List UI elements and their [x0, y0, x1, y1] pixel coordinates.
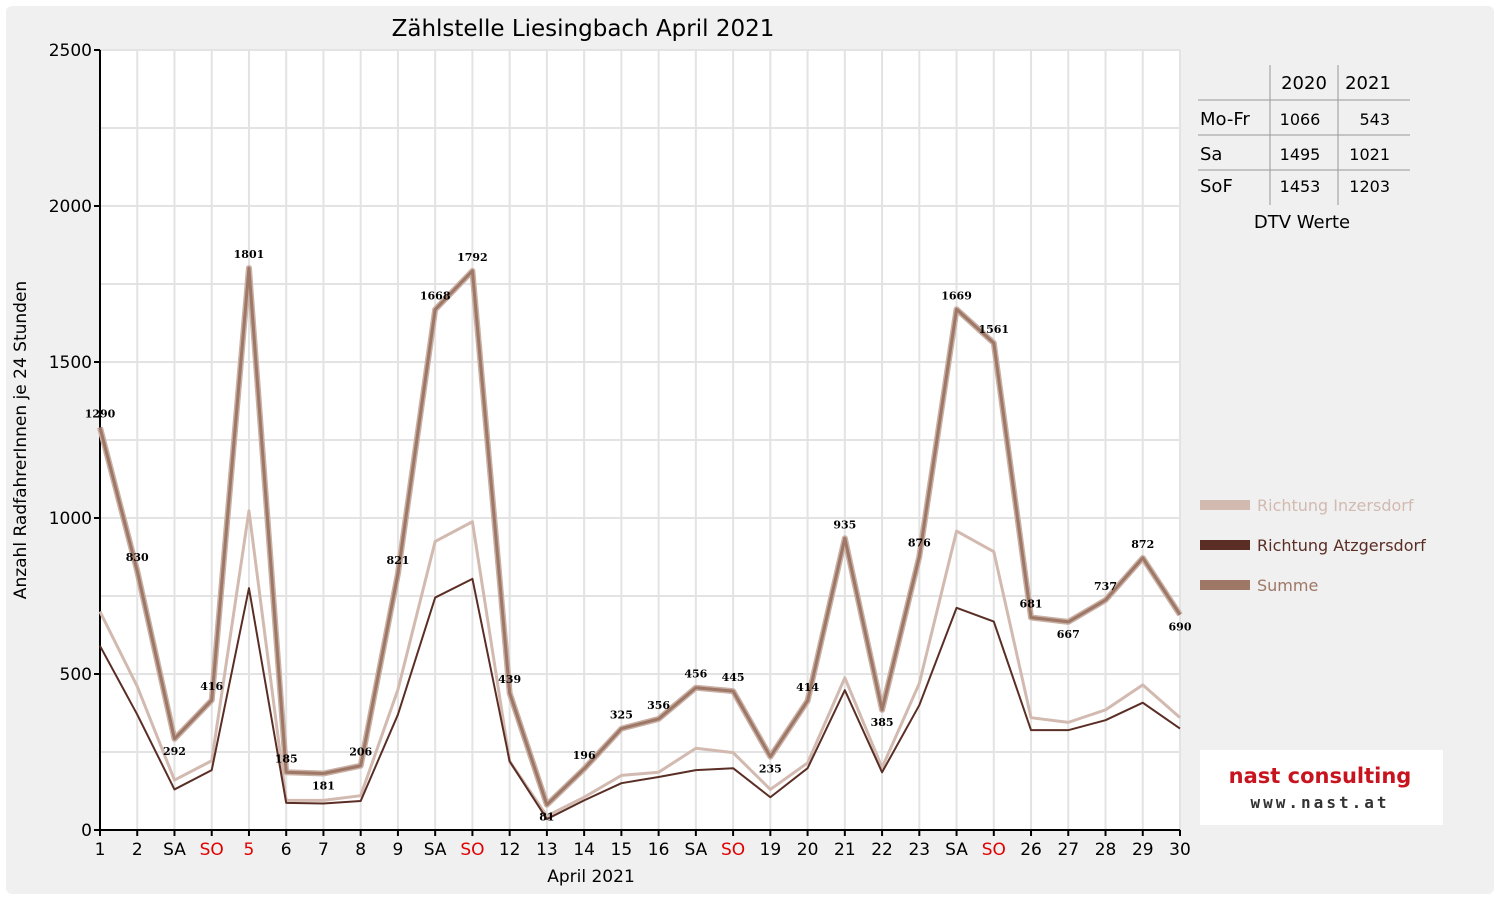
dtv-cell: 1203: [1349, 177, 1390, 196]
data-label: 416: [200, 680, 223, 693]
data-label: 445: [722, 671, 745, 684]
series-line: [98, 266, 1182, 807]
x-tick-label: SO: [721, 840, 745, 860]
data-label: 292: [163, 745, 186, 758]
data-label: 821: [386, 554, 409, 567]
data-label: 325: [610, 709, 633, 722]
data-label: 385: [871, 716, 894, 729]
series-lines: [97, 265, 1183, 821]
logo-url: www.nast.at: [1251, 793, 1390, 812]
data-label: 681: [1020, 598, 1043, 611]
x-tick-label: 2: [132, 840, 143, 860]
x-tick-label: SO: [200, 840, 224, 860]
dtv-cell: 543: [1359, 110, 1390, 129]
data-label: 235: [759, 763, 782, 776]
series-line: [99, 577, 1181, 821]
dtv-row-label: Sa: [1200, 144, 1222, 165]
x-tick-label: SO: [460, 840, 484, 860]
legend-label: Summe: [1257, 576, 1318, 595]
y-tick-label: 2500: [49, 41, 92, 61]
y-axis-title: Anzahl RadfahrerInnen je 24 Stunden: [11, 281, 31, 599]
x-tick-label: 22: [871, 840, 893, 860]
x-tick-label: 7: [318, 840, 329, 860]
dtv-cell: 1495: [1280, 145, 1321, 164]
dtv-row-label: SoF: [1200, 176, 1233, 197]
data-label: 206: [349, 746, 372, 759]
x-tick-label: 21: [834, 840, 856, 860]
x-tick-label: 19: [760, 840, 782, 860]
x-tick-label: 5: [244, 840, 255, 860]
legend-swatch: [1200, 500, 1250, 510]
dtv-cell: 1066: [1280, 110, 1321, 129]
x-tick-label: 15: [611, 840, 633, 860]
data-label: 737: [1094, 580, 1117, 593]
x-tick-label: 30: [1169, 840, 1191, 860]
dtv-caption: DTV Werte: [1254, 212, 1350, 233]
y-tick-label: 1000: [49, 509, 92, 529]
x-tick-label: 12: [499, 840, 521, 860]
legend: Richtung Inzersdorf Richtung Atzgersdorf S…: [1200, 496, 1426, 595]
data-label: 356: [647, 699, 670, 712]
data-label: 1290: [85, 408, 116, 421]
data-label: 1669: [941, 289, 972, 302]
x-tick-label: 14: [573, 840, 595, 860]
x-tick-label: SA: [684, 840, 707, 860]
chart-title: Zählstelle Liesingbach April 2021: [392, 16, 775, 42]
x-tick-label: 28: [1095, 840, 1117, 860]
data-label: 196: [573, 749, 596, 762]
x-tick-label: 27: [1057, 840, 1079, 860]
y-tick-label: 1500: [49, 353, 92, 373]
x-tick-label: 13: [536, 840, 558, 860]
x-axis-title: April 2021: [547, 867, 635, 887]
data-label: 456: [684, 668, 707, 681]
y-tick-label: 0: [81, 821, 92, 841]
data-label: 872: [1131, 538, 1154, 551]
data-label: 830: [126, 551, 149, 564]
data-label: 1561: [978, 323, 1009, 336]
data-label: 690: [1169, 621, 1192, 634]
dtv-cell: 1021: [1349, 145, 1390, 164]
x-tick-label: 26: [1020, 840, 1042, 860]
series-line: [98, 509, 1181, 818]
legend-label: Richtung Inzersdorf: [1257, 496, 1414, 515]
dtv-table: 2020 2021 Mo-Fr 1066 543 Sa 1495 1021 So…: [1198, 65, 1410, 233]
data-label: 1792: [457, 251, 488, 264]
x-tick-label: SA: [945, 840, 968, 860]
x-tick-label: 6: [281, 840, 292, 860]
legend-label: Richtung Atzgersdorf: [1257, 536, 1426, 555]
x-tick-label: 1: [95, 840, 106, 860]
dtv-header-2020: 2020: [1281, 73, 1327, 94]
data-label: 935: [833, 518, 856, 531]
legend-swatch: [1200, 580, 1250, 590]
y-tick-label: 2000: [49, 197, 92, 217]
x-tick-label: 23: [908, 840, 930, 860]
x-tick-label: SO: [982, 840, 1006, 860]
dtv-cell: 1453: [1280, 177, 1321, 196]
x-tick-label: 16: [648, 840, 670, 860]
legend-swatch: [1200, 540, 1250, 550]
dtv-header-2021: 2021: [1345, 73, 1391, 94]
x-tick-label: SA: [163, 840, 186, 860]
data-label: 185: [275, 752, 298, 765]
x-tick-label: SA: [424, 840, 447, 860]
dtv-row-label: Mo-Fr: [1200, 109, 1250, 130]
x-tick-label: 29: [1132, 840, 1154, 860]
y-tick-label: 500: [60, 665, 92, 685]
data-labels: 1290 830 292 416 1801 185 181 206 821 1668 1792 439…: [85, 248, 1192, 824]
data-label: 667: [1057, 628, 1080, 641]
data-label: 1668: [420, 290, 451, 303]
data-label: 414: [796, 681, 819, 694]
x-tick-label: 20: [797, 840, 819, 860]
data-label: 81: [539, 811, 554, 824]
data-label: 181: [312, 780, 335, 793]
logo-name: nast consulting: [1229, 764, 1412, 788]
data-label: 439: [498, 673, 521, 686]
data-label: 876: [908, 537, 931, 550]
x-tick-label: 8: [355, 840, 366, 860]
x-tick-label: 9: [393, 840, 404, 860]
logo: nast consulting www.nast.at: [1200, 750, 1443, 825]
data-label: 1801: [234, 248, 265, 261]
